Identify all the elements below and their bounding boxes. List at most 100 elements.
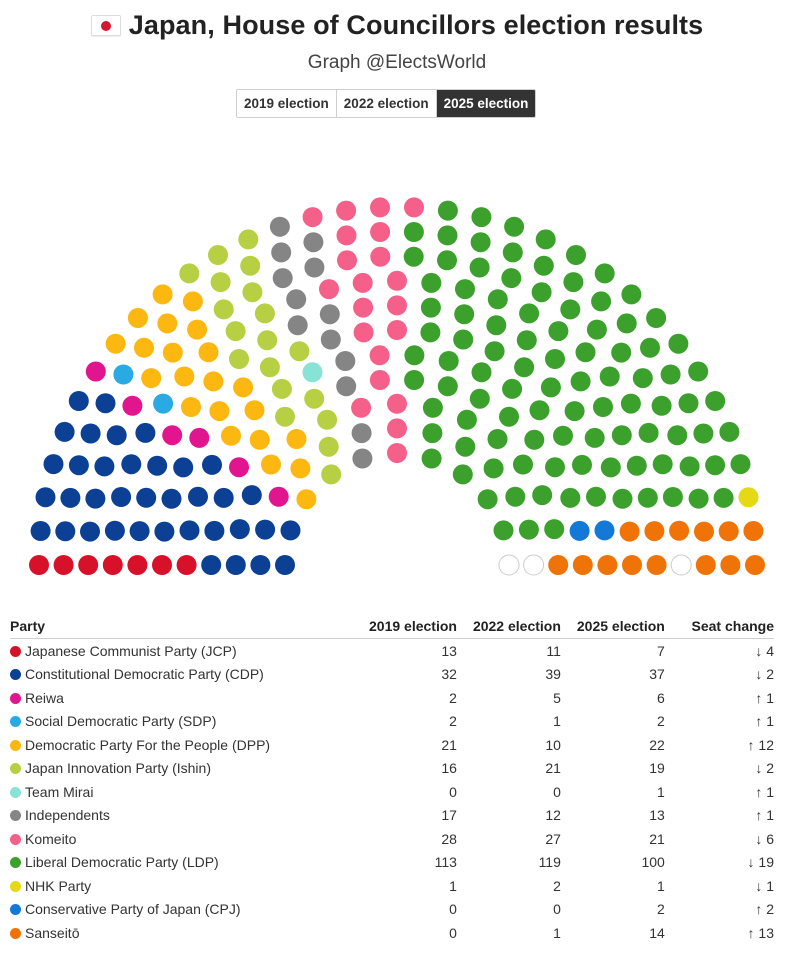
tab-2025-election[interactable]: 2025 election bbox=[436, 90, 536, 117]
seat-japan-innovation-party-ishin bbox=[229, 349, 249, 369]
seat-liberal-democratic-party-ldp bbox=[591, 291, 612, 312]
table-row: Komeito 28 27 21 ↓ 6 bbox=[10, 827, 774, 851]
seat-japan-innovation-party-ishin bbox=[242, 282, 263, 303]
seat-change: ↓ 6 bbox=[755, 830, 774, 847]
tab-2022-election[interactable]: 2022 election bbox=[336, 90, 437, 117]
e2022-column-header: 2022 election bbox=[456, 613, 561, 639]
seat-japan-innovation-party-ishin bbox=[259, 357, 280, 378]
seat-komeito bbox=[404, 197, 424, 218]
seats-2025: 6 bbox=[657, 689, 665, 706]
seat-komeito bbox=[370, 246, 391, 267]
seat-liberal-democratic-party-ldp bbox=[570, 371, 591, 392]
seat-liberal-democratic-party-ldp bbox=[513, 454, 533, 475]
seat-democratic-party-for-the-people-dpp bbox=[296, 489, 317, 510]
seat-democratic-party-for-the-people-dpp bbox=[286, 429, 307, 449]
seat-constitutional-democratic-party-cdp bbox=[147, 455, 168, 476]
seat-change: ↓ 19 bbox=[747, 854, 774, 871]
seat-liberal-democratic-party-ldp bbox=[533, 255, 554, 276]
seat-constitutional-democratic-party-cdp bbox=[106, 425, 127, 446]
table-row: Sanseitō 0 1 14 ↑ 13 bbox=[10, 921, 774, 945]
seat-liberal-democratic-party-ldp bbox=[540, 377, 561, 398]
seat-japanese-communist-party-jcp bbox=[29, 555, 49, 575]
tab-2019-election[interactable]: 2019 election bbox=[237, 90, 337, 117]
seats-2019: 1 bbox=[449, 877, 457, 894]
seats-2022: 10 bbox=[545, 736, 561, 753]
seats-2025: 19 bbox=[649, 760, 665, 777]
seat-independents bbox=[303, 232, 324, 253]
party-cell: Social Democratic Party (SDP) bbox=[10, 710, 353, 734]
seat-liberal-democratic-party-ldp bbox=[469, 388, 490, 409]
seat-liberal-democratic-party-ldp bbox=[662, 487, 683, 507]
party-color-dot-icon bbox=[10, 763, 21, 775]
party-column-header: Party bbox=[10, 613, 354, 639]
seat-vacant bbox=[498, 554, 520, 576]
seat-liberal-democratic-party-ldp bbox=[483, 458, 504, 479]
seat-independents bbox=[286, 289, 307, 310]
seat-komeito bbox=[319, 279, 339, 300]
seat-democratic-party-for-the-people-dpp bbox=[249, 429, 270, 450]
seat-liberal-democratic-party-ldp bbox=[705, 455, 726, 476]
seat-liberal-democratic-party-ldp bbox=[455, 279, 475, 300]
seat-komeito bbox=[336, 200, 357, 221]
seats-2025: 1 bbox=[657, 783, 665, 800]
seat-constitutional-democratic-party-cdp bbox=[161, 488, 182, 509]
seats-2025: 14 bbox=[649, 924, 665, 941]
seat-independents bbox=[271, 242, 292, 263]
seats-2025: 2 bbox=[657, 901, 665, 918]
seat-sanseit bbox=[720, 555, 741, 575]
page-title: Japan, House of Councillors election res… bbox=[128, 10, 704, 40]
seat-liberal-democratic-party-ldp bbox=[420, 297, 441, 318]
seat-liberal-democratic-party-ldp bbox=[470, 232, 491, 253]
seat-liberal-democratic-party-ldp bbox=[572, 454, 592, 475]
party-color-dot-icon bbox=[10, 786, 21, 798]
seat-komeito bbox=[369, 345, 390, 366]
seats-2025: 21 bbox=[649, 830, 665, 847]
seat-liberal-democratic-party-ldp bbox=[421, 272, 442, 293]
party-cell: Japanese Communist Party (JCP) bbox=[10, 639, 353, 663]
seat-liberal-democratic-party-ldp bbox=[688, 488, 709, 509]
seat-liberal-democratic-party-ldp bbox=[535, 229, 556, 250]
seat-constitutional-democratic-party-cdp bbox=[179, 520, 200, 541]
seat-liberal-democratic-party-ldp bbox=[404, 345, 425, 366]
party-color-dot-icon bbox=[10, 833, 21, 845]
election-tabs: 2019 election 2022 election 2025 electio… bbox=[236, 89, 537, 118]
seat-sanseit bbox=[572, 555, 593, 575]
seat-japan-innovation-party-ishin bbox=[271, 378, 292, 399]
seat-liberal-democratic-party-ldp bbox=[501, 268, 522, 289]
seat-liberal-democratic-party-ldp bbox=[593, 397, 613, 417]
seat-liberal-democratic-party-ldp bbox=[403, 222, 424, 242]
seat-reiwa bbox=[122, 395, 143, 416]
table-row: Japanese Communist Party (JCP) 13 11 7 ↓ 4 bbox=[10, 639, 774, 663]
seats-2019: 0 bbox=[449, 901, 457, 918]
seat-sanseit bbox=[695, 555, 716, 575]
title-row: Japan, House of Councillors election res… bbox=[0, 10, 794, 41]
seat-democratic-party-for-the-people-dpp bbox=[244, 400, 265, 421]
seat-independents bbox=[351, 423, 372, 444]
seats-2022: 2 bbox=[553, 877, 561, 894]
seat-liberal-democratic-party-ldp bbox=[531, 282, 552, 303]
table-row: Liberal Democratic Party (LDP) 113 119 100 ↓… bbox=[10, 851, 774, 875]
seat-democratic-party-for-the-people-dpp bbox=[209, 401, 230, 422]
seat-constitutional-democratic-party-cdp bbox=[55, 521, 76, 542]
seat-japan-innovation-party-ishin bbox=[225, 321, 246, 342]
seat-liberal-democratic-party-ldp bbox=[524, 429, 545, 450]
seat-change: ↓ 2 bbox=[755, 666, 774, 683]
seat-democratic-party-for-the-people-dpp bbox=[134, 337, 154, 358]
seat-constitutional-democratic-party-cdp bbox=[250, 555, 271, 575]
party-cell: Independents bbox=[10, 804, 353, 828]
seat-conservative-party-of-japan-cpj bbox=[569, 520, 590, 541]
seats-2025: 22 bbox=[649, 736, 665, 753]
seat-liberal-democratic-party-ldp bbox=[422, 423, 443, 444]
table-row: Social Democratic Party (SDP) 2 1 2 ↑ 1 bbox=[10, 710, 774, 734]
seat-vacant bbox=[523, 554, 545, 576]
seat-democratic-party-for-the-people-dpp bbox=[105, 333, 126, 354]
table-row: Japan Innovation Party (Ishin) 16 21 19 ↓ 2 bbox=[10, 757, 774, 781]
party-color-dot-icon bbox=[10, 645, 21, 657]
seat-komeito bbox=[370, 222, 391, 242]
seat-liberal-democratic-party-ldp bbox=[502, 242, 523, 263]
seat-democratic-party-for-the-people-dpp bbox=[174, 366, 195, 387]
seat-democratic-party-for-the-people-dpp bbox=[152, 284, 173, 305]
seat-liberal-democratic-party-ldp bbox=[719, 421, 740, 442]
seat-democratic-party-for-the-people-dpp bbox=[198, 342, 219, 363]
seat-japanese-communist-party-jcp bbox=[53, 555, 74, 575]
